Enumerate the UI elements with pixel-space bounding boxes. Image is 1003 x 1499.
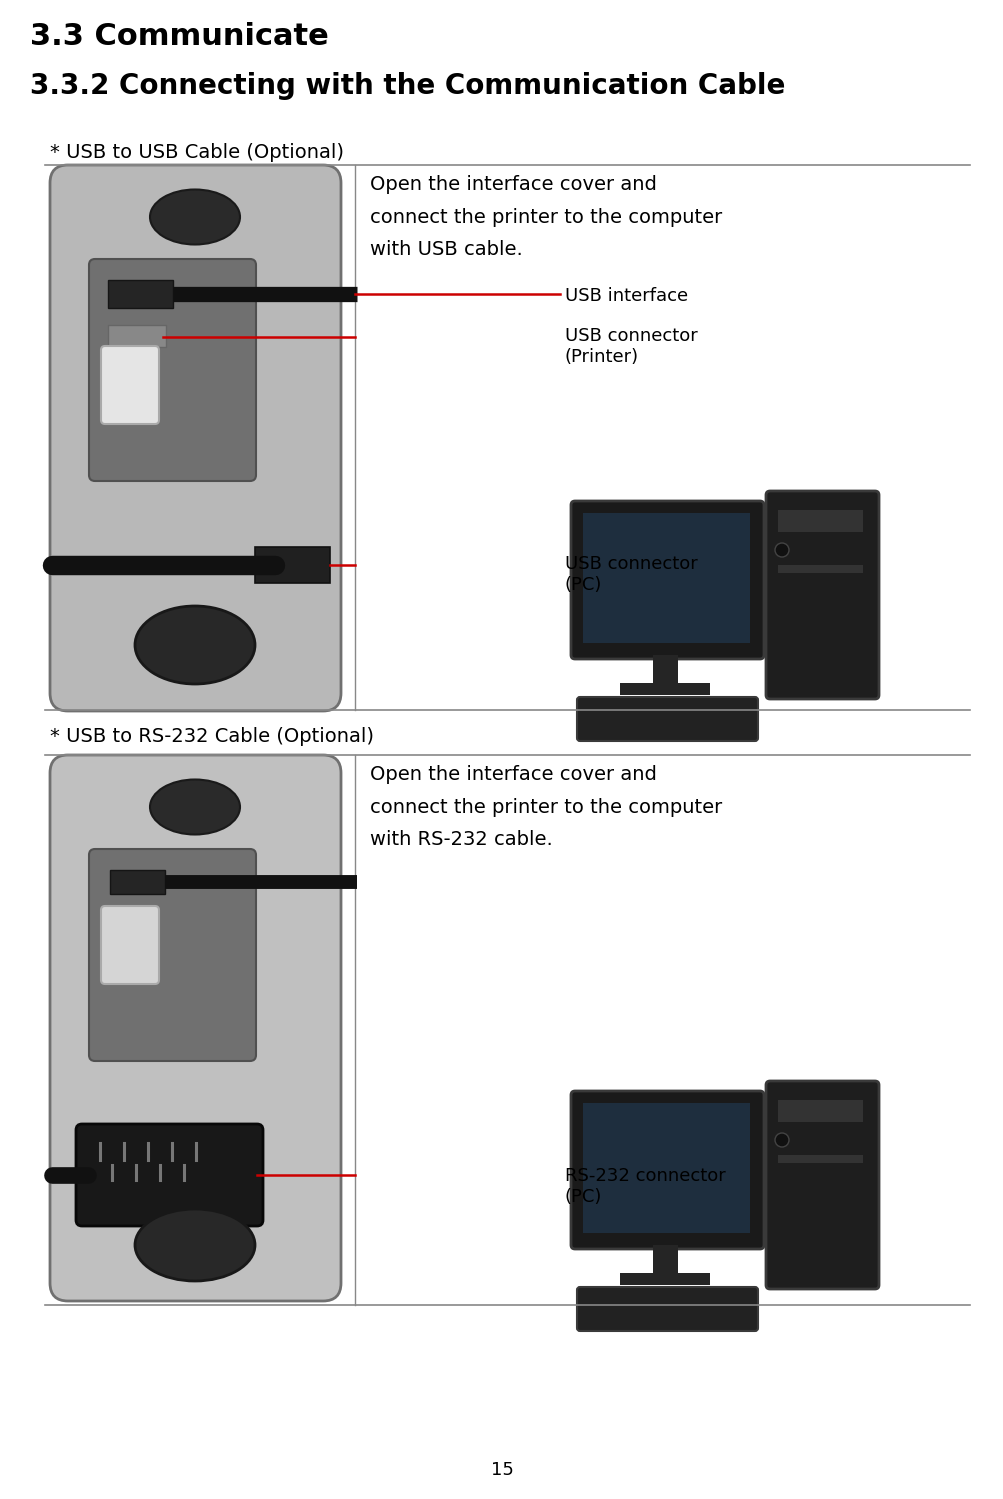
Bar <box>620 1273 709 1285</box>
Bar <box>583 1103 749 1234</box>
Bar <box>108 280 173 307</box>
Text: 3.3.2 Connecting with the Communication Cable: 3.3.2 Connecting with the Communication … <box>30 72 784 100</box>
Bar <box>108 325 165 346</box>
Bar <box>255 547 330 583</box>
Bar <box>583 513 749 643</box>
FancyBboxPatch shape <box>571 501 763 660</box>
FancyBboxPatch shape <box>76 1124 263 1226</box>
Text: 3.3 Communicate: 3.3 Communicate <box>30 22 328 51</box>
Bar <box>110 869 164 893</box>
Text: * USB to USB Cable (Optional): * USB to USB Cable (Optional) <box>50 142 344 162</box>
Bar <box>652 655 677 685</box>
FancyBboxPatch shape <box>765 492 878 699</box>
FancyBboxPatch shape <box>571 1091 763 1249</box>
FancyBboxPatch shape <box>50 165 341 711</box>
Bar <box>777 1100 863 1121</box>
FancyBboxPatch shape <box>89 848 256 1061</box>
Bar <box>652 1246 677 1276</box>
Text: USB connector
(PC): USB connector (PC) <box>565 555 697 594</box>
Text: * USB to RS-232 Cable (Optional): * USB to RS-232 Cable (Optional) <box>50 727 374 747</box>
Text: USB connector
(Printer): USB connector (Printer) <box>565 327 697 366</box>
Text: Open the interface cover and
connect the printer to the computer
with USB cable.: Open the interface cover and connect the… <box>370 175 721 259</box>
Text: Open the interface cover and
connect the printer to the computer
with RS-232 cab: Open the interface cover and connect the… <box>370 764 721 848</box>
Text: 15: 15 <box>490 1462 513 1480</box>
Bar <box>620 684 709 696</box>
FancyBboxPatch shape <box>765 1081 878 1289</box>
Ellipse shape <box>134 1210 255 1282</box>
FancyBboxPatch shape <box>89 259 256 481</box>
Text: RS-232 connector
(PC): RS-232 connector (PC) <box>565 1168 725 1205</box>
Ellipse shape <box>774 1133 788 1147</box>
FancyBboxPatch shape <box>577 697 757 741</box>
Bar <box>777 565 863 573</box>
Bar <box>777 1156 863 1163</box>
Bar <box>777 510 863 532</box>
Ellipse shape <box>149 779 240 835</box>
FancyBboxPatch shape <box>101 346 158 424</box>
FancyBboxPatch shape <box>50 755 341 1301</box>
Text: USB interface: USB interface <box>565 286 687 304</box>
FancyBboxPatch shape <box>577 1288 757 1331</box>
Ellipse shape <box>149 189 240 244</box>
Ellipse shape <box>134 606 255 684</box>
FancyBboxPatch shape <box>101 905 158 983</box>
Ellipse shape <box>774 543 788 558</box>
